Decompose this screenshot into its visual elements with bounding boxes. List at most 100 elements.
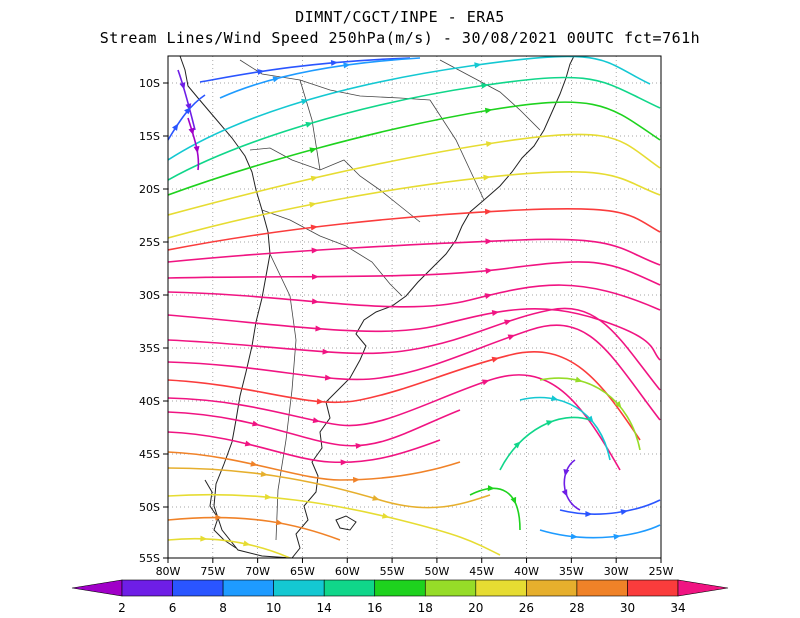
flow-arrow <box>330 59 339 66</box>
colorbar-segment <box>627 579 679 597</box>
streamline <box>168 409 461 447</box>
flow-arrow <box>485 141 494 148</box>
streamline <box>168 170 661 239</box>
falkland-islands <box>335 515 357 531</box>
flow-arrow <box>620 509 628 516</box>
flow-arrow <box>481 379 490 386</box>
streamline <box>519 396 611 461</box>
map-subtitle: Stream Lines/Wind Speed 250hPa(m/s) - 30… <box>99 29 701 47</box>
color-scale-legend: 2 6 8 10 14 16 18 20 26 28 30 34 <box>71 579 729 615</box>
lon-label: 65W <box>290 565 315 578</box>
streamline <box>168 101 661 196</box>
flow-arrow <box>340 459 348 466</box>
colorbar-label: 18 <box>418 601 433 615</box>
streamline <box>168 307 661 391</box>
flow-arrow <box>483 174 491 181</box>
streamline <box>168 516 341 541</box>
colorbar-label: 10 <box>266 601 281 615</box>
lon-label: 45W <box>469 565 494 578</box>
flow-arrow <box>244 440 253 447</box>
lon-label: 60W <box>335 565 360 578</box>
flow-arrow <box>550 395 559 402</box>
flow-arrow <box>309 147 317 154</box>
lat-label: 40S <box>139 395 160 408</box>
flow-arrow <box>355 442 363 449</box>
streamline <box>168 537 291 558</box>
flow-arrow <box>485 238 493 245</box>
lon-label: 40W <box>514 565 539 578</box>
streamline <box>168 324 661 421</box>
colorbar-label: 20 <box>468 601 483 615</box>
flow-arrow <box>250 460 258 467</box>
flow-arrow <box>546 420 554 426</box>
lon-label: 55W <box>380 565 405 578</box>
streamline <box>168 56 651 161</box>
lat-label: 45S <box>139 448 160 461</box>
lat-label: 20S <box>139 183 160 196</box>
flow-arrow <box>275 519 284 526</box>
colorbar-label: 30 <box>620 601 635 615</box>
flow-arrow <box>575 376 583 383</box>
flow-arrow <box>381 512 390 519</box>
streamline <box>168 493 501 556</box>
streamlines <box>168 56 661 558</box>
coastlines <box>179 56 575 558</box>
lat-label: 25S <box>139 236 160 249</box>
flow-arrow <box>504 319 512 326</box>
colorbar-max-arrow <box>677 579 729 597</box>
streamline <box>563 459 581 511</box>
border <box>239 59 431 101</box>
flow-arrow <box>200 535 208 542</box>
flow-arrow <box>491 356 500 363</box>
flow-arrow <box>585 511 593 518</box>
streamline <box>168 431 441 464</box>
streamline <box>168 374 621 471</box>
flow-arrow <box>257 68 265 75</box>
colorbar-label: 34 <box>670 601 685 615</box>
colorbar-label: 2 <box>118 601 126 615</box>
flow-arrow <box>252 420 260 427</box>
streamline <box>168 284 661 311</box>
flow-arrow <box>311 247 319 254</box>
colorbar-segment <box>424 579 477 597</box>
border <box>299 79 321 171</box>
colorbar-segment <box>576 579 628 597</box>
streamline <box>168 308 661 361</box>
colorbar-segment <box>222 579 274 597</box>
flow-arrow <box>324 374 333 381</box>
flow-arrow <box>309 201 317 208</box>
lon-label: 50W <box>424 565 449 578</box>
flow-arrow <box>513 441 521 449</box>
border <box>439 59 541 131</box>
lat-label: 55S <box>139 552 160 565</box>
colorbar-min-arrow <box>71 579 123 597</box>
streamline <box>168 133 661 216</box>
streamline <box>199 57 411 83</box>
flow-arrow <box>311 273 319 280</box>
flow-arrow <box>215 514 223 521</box>
flow-arrow <box>372 494 380 501</box>
map-title: DIMNT/CGCT/INPE - ERA5 <box>295 8 505 26</box>
border <box>261 209 403 297</box>
flow-arrow <box>172 123 179 131</box>
flow-arrow <box>193 146 200 154</box>
colorbar-segment <box>323 579 376 597</box>
streamline <box>168 351 641 441</box>
latitude-axis: 10S 15S 20S 25S 30S 35S 40S 45S 50S 55S <box>139 77 168 565</box>
lat-label: 30S <box>139 289 160 302</box>
flow-arrow <box>487 485 495 492</box>
flow-arrow <box>481 82 489 89</box>
flow-arrow <box>305 121 313 128</box>
colorbar-label: 28 <box>569 601 584 615</box>
flow-arrow <box>188 127 195 136</box>
flow-arrow <box>343 62 351 69</box>
longitude-axis: 80W 75W 70W 65W 60W 55W 50W 45W 40W 35W 30W 25W <box>156 558 674 578</box>
lon-label: 35W <box>559 565 584 578</box>
flow-arrow <box>614 401 622 409</box>
colorbar-label: 16 <box>367 601 382 615</box>
colorbar-segment <box>526 579 578 597</box>
colorbar-label: 8 <box>219 601 227 615</box>
streamline <box>219 57 421 99</box>
